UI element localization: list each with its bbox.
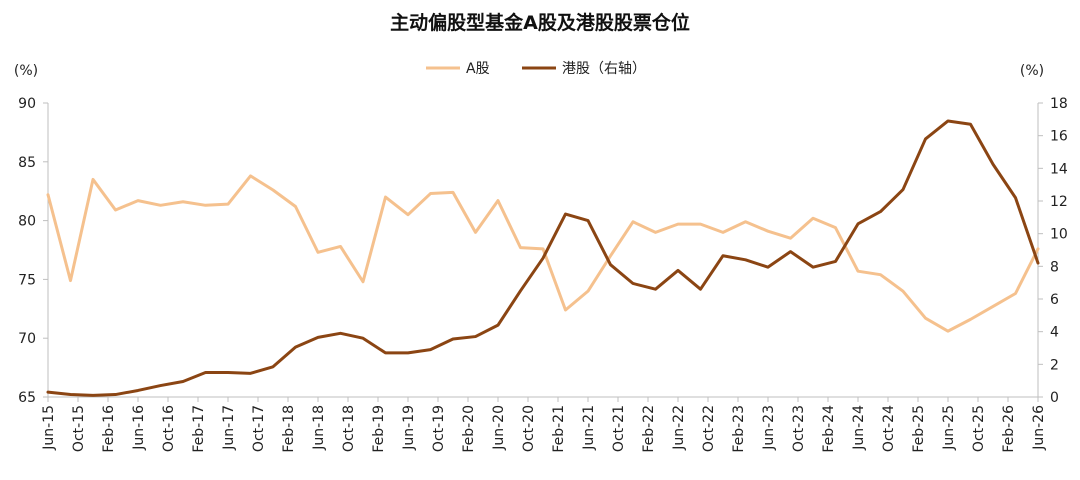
right-tick-label: 8 bbox=[1050, 259, 1059, 275]
x-tick-label: Jun-20 bbox=[491, 405, 507, 451]
x-tick-label: Jun-15 bbox=[41, 405, 57, 451]
legend-label-hk-share: 港股（右轴） bbox=[562, 61, 646, 77]
x-tick-label: Oct-22 bbox=[701, 405, 717, 452]
x-tick-label: Feb-17 bbox=[191, 405, 207, 453]
left-tick-label: 90 bbox=[18, 96, 36, 112]
right-tick-label: 0 bbox=[1050, 390, 1059, 406]
right-tick-label: 18 bbox=[1050, 96, 1068, 112]
right-tick-label: 6 bbox=[1050, 292, 1059, 308]
x-tick-label: Feb-18 bbox=[281, 405, 297, 453]
right-axis-unit: (%) bbox=[1020, 63, 1044, 79]
right-tick-label: 12 bbox=[1050, 194, 1068, 210]
right-tick-label: 16 bbox=[1050, 129, 1068, 145]
chart-title: 主动偏股型基金A股及港股股票仓位 bbox=[390, 11, 690, 34]
left-tick-label: 80 bbox=[18, 214, 36, 230]
x-tick-label: Oct-24 bbox=[881, 405, 897, 452]
x-tick-label: Jun-24 bbox=[851, 405, 867, 451]
x-tick-label: Jun-19 bbox=[401, 405, 417, 451]
x-tick-label: Feb-26 bbox=[1001, 405, 1017, 453]
x-tick-label: Feb-23 bbox=[731, 405, 747, 453]
x-tick-label: Oct-16 bbox=[161, 405, 177, 452]
x-tick-label: Feb-24 bbox=[821, 405, 837, 453]
x-axis-ticks: Jun-15 Oct-15 Feb-16 Jun-16 Oct-16 Feb-17 Jun-… bbox=[41, 397, 1047, 453]
x-tick-label: Feb-19 bbox=[371, 405, 387, 453]
x-tick-label: Jun-17 bbox=[221, 405, 237, 451]
x-tick-label: Jun-23 bbox=[761, 405, 777, 451]
x-tick-label: Feb-16 bbox=[101, 405, 117, 453]
left-tick-label: 85 bbox=[18, 155, 36, 171]
left-tick-label: 65 bbox=[18, 390, 36, 406]
right-tick-label: 4 bbox=[1050, 325, 1059, 341]
x-tick-label: Feb-21 bbox=[551, 405, 567, 453]
right-tick-label: 10 bbox=[1050, 227, 1068, 243]
x-tick-label: Feb-20 bbox=[461, 405, 477, 453]
x-tick-label: Oct-20 bbox=[521, 405, 537, 452]
series-line-hk-share bbox=[46, 119, 1040, 397]
x-tick-label: Jun-18 bbox=[311, 405, 327, 451]
left-axis-ticks: 65 70 75 80 85 90 bbox=[18, 96, 48, 406]
x-tick-label: Oct-23 bbox=[791, 405, 807, 452]
right-tick-label: 14 bbox=[1050, 161, 1068, 177]
right-axis-ticks: 0 2 4 6 8 10 12 14 16 18 bbox=[1038, 96, 1068, 406]
series-layer bbox=[46, 119, 1040, 397]
series-line-a-share bbox=[46, 174, 1040, 333]
left-tick-label: 70 bbox=[18, 331, 36, 347]
x-tick-label: Oct-25 bbox=[971, 405, 987, 452]
x-tick-label: Feb-25 bbox=[911, 405, 927, 453]
x-tick-label: Oct-21 bbox=[611, 405, 627, 452]
x-tick-label: Oct-15 bbox=[71, 405, 87, 452]
x-tick-label: Oct-17 bbox=[251, 405, 267, 452]
legend: A股 港股（右轴） bbox=[426, 61, 646, 77]
x-tick-label: Oct-18 bbox=[341, 405, 357, 452]
x-tick-label: Feb-22 bbox=[641, 405, 657, 453]
right-tick-label: 2 bbox=[1050, 357, 1059, 373]
x-tick-label: Jun-16 bbox=[131, 405, 147, 451]
x-tick-label: Jun-26 bbox=[1031, 405, 1047, 451]
x-tick-label: Jun-21 bbox=[581, 405, 597, 451]
x-tick-label: Jun-25 bbox=[941, 405, 957, 451]
left-tick-label: 75 bbox=[18, 272, 36, 288]
x-tick-label: Jun-22 bbox=[671, 405, 687, 451]
left-axis-unit: (%) bbox=[14, 63, 38, 79]
x-tick-label: Oct-19 bbox=[431, 405, 447, 452]
legend-label-a-share: A股 bbox=[466, 61, 490, 77]
